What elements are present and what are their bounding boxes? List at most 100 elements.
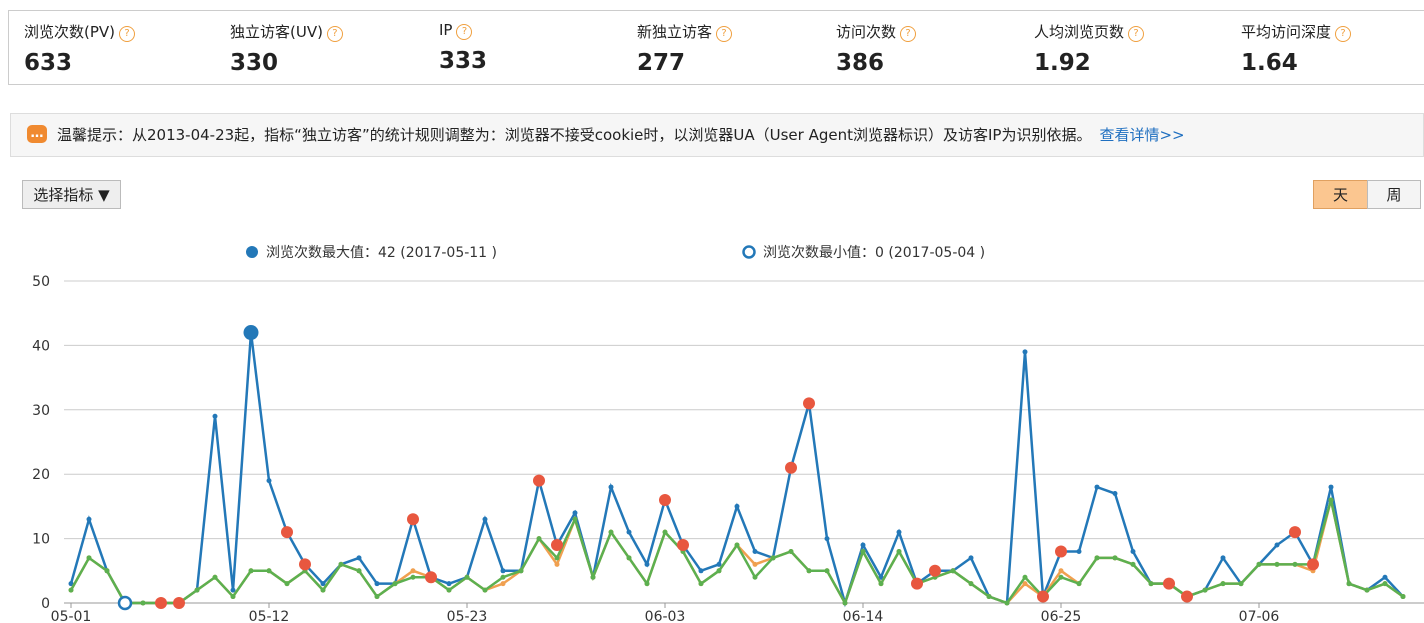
stat-label: 浏览次数(PV)?: [24, 21, 136, 42]
point: [536, 536, 542, 542]
point: [608, 529, 614, 535]
stat-label: 人均浏览页数?: [1034, 21, 1145, 42]
point: [1022, 349, 1028, 355]
help-icon[interactable]: ?: [119, 26, 136, 42]
point: [392, 581, 398, 587]
point: [572, 516, 578, 522]
point: [878, 574, 884, 580]
marker: [1307, 558, 1319, 571]
point: [1274, 542, 1280, 548]
y-tick-label: 50: [32, 274, 50, 290]
point: [1112, 491, 1118, 497]
stat-label-text: 人均浏览页数: [1034, 23, 1125, 41]
marker: [803, 397, 815, 410]
stat-value: 277: [637, 50, 686, 76]
point: [788, 548, 794, 554]
point: [1400, 594, 1406, 600]
point: [626, 555, 632, 561]
stat-value: 386: [836, 50, 885, 76]
stat: 访问次数? 386: [836, 21, 917, 76]
notice-text: 温馨提示：从2013-04-23起，指标“独立访客”的统计规则调整为：浏览器不接…: [57, 126, 1092, 144]
point: [896, 548, 902, 554]
point: [626, 529, 632, 535]
x-tick-label: 06-14: [843, 609, 884, 623]
point: [824, 568, 830, 574]
help-icon[interactable]: ?: [326, 26, 343, 42]
help-icon[interactable]: ?: [456, 24, 473, 40]
point: [1094, 555, 1100, 561]
point: [716, 568, 722, 574]
point: [968, 555, 974, 561]
point: [1256, 561, 1262, 567]
series-line: [69, 332, 1404, 608]
help-icon[interactable]: ?: [900, 26, 917, 42]
point: [500, 574, 506, 580]
stat-label-text: 浏览次数(PV): [24, 23, 116, 41]
point: [734, 503, 740, 509]
min-annotation: 浏览次数最小值：0 (2017-05-04 ): [763, 245, 985, 261]
marker: [1037, 590, 1049, 603]
stat-label: 独立访客(UV)?: [230, 21, 343, 42]
point: [86, 516, 92, 522]
stat-label-text: 独立访客(UV): [230, 23, 323, 41]
point: [320, 581, 326, 587]
help-icon[interactable]: ?: [716, 26, 733, 42]
point: [1076, 581, 1082, 587]
chart: 浏览次数最大值：42 (2017-05-11 ) 浏览次数最小值：0 (2017…: [32, 245, 1424, 623]
point: [500, 581, 506, 587]
marker: [677, 539, 689, 552]
point: [500, 568, 506, 574]
point: [410, 568, 416, 574]
point: [266, 478, 272, 484]
stat-label-text: IP: [439, 21, 453, 39]
point: [1130, 548, 1136, 554]
week-toggle[interactable]: 周: [1367, 180, 1421, 209]
point: [212, 574, 218, 580]
x-tick-label: 05-23: [447, 609, 488, 623]
series-line: [69, 499, 1404, 607]
point: [1148, 581, 1154, 587]
point: [374, 581, 380, 587]
stat-value: 633: [24, 50, 73, 76]
stat-label: 访问次数?: [836, 21, 917, 42]
point: [482, 516, 488, 522]
point: [1004, 600, 1010, 606]
series-line: [69, 499, 1404, 607]
y-tick-label: 30: [32, 403, 50, 419]
point: [410, 574, 416, 580]
point: [554, 555, 560, 561]
day-toggle[interactable]: 天: [1313, 180, 1368, 209]
point: [446, 581, 452, 587]
point: [104, 568, 110, 574]
help-icon[interactable]: ?: [1335, 26, 1352, 42]
help-icon[interactable]: ?: [1128, 26, 1145, 42]
point: [824, 536, 830, 542]
marker: [659, 493, 671, 506]
point: [1022, 574, 1028, 580]
point: [590, 574, 596, 580]
point: [1130, 561, 1136, 567]
point: [860, 548, 866, 554]
stat-value: 1.92: [1034, 50, 1091, 76]
point: [1292, 561, 1298, 567]
stat-label: 平均访问深度?: [1241, 21, 1352, 42]
x-tick-label: 05-12: [249, 609, 290, 623]
point: [212, 413, 218, 419]
point: [1382, 574, 1388, 580]
point: [752, 548, 758, 554]
point: [716, 561, 722, 567]
point: [752, 574, 758, 580]
point: [338, 561, 344, 567]
marker: [155, 597, 167, 609]
details-link[interactable]: 查看详情>>: [1099, 126, 1185, 144]
point: [464, 574, 470, 580]
stat: 浏览次数(PV)? 633: [24, 21, 136, 76]
marker: [1055, 545, 1067, 558]
point: [842, 600, 848, 606]
point: [1274, 561, 1280, 567]
stat: 新独立访客? 277: [637, 21, 733, 76]
point: [698, 581, 704, 587]
y-tick-label: 0: [41, 596, 50, 612]
metric-button[interactable]: 选择指标 ▼: [22, 180, 121, 209]
